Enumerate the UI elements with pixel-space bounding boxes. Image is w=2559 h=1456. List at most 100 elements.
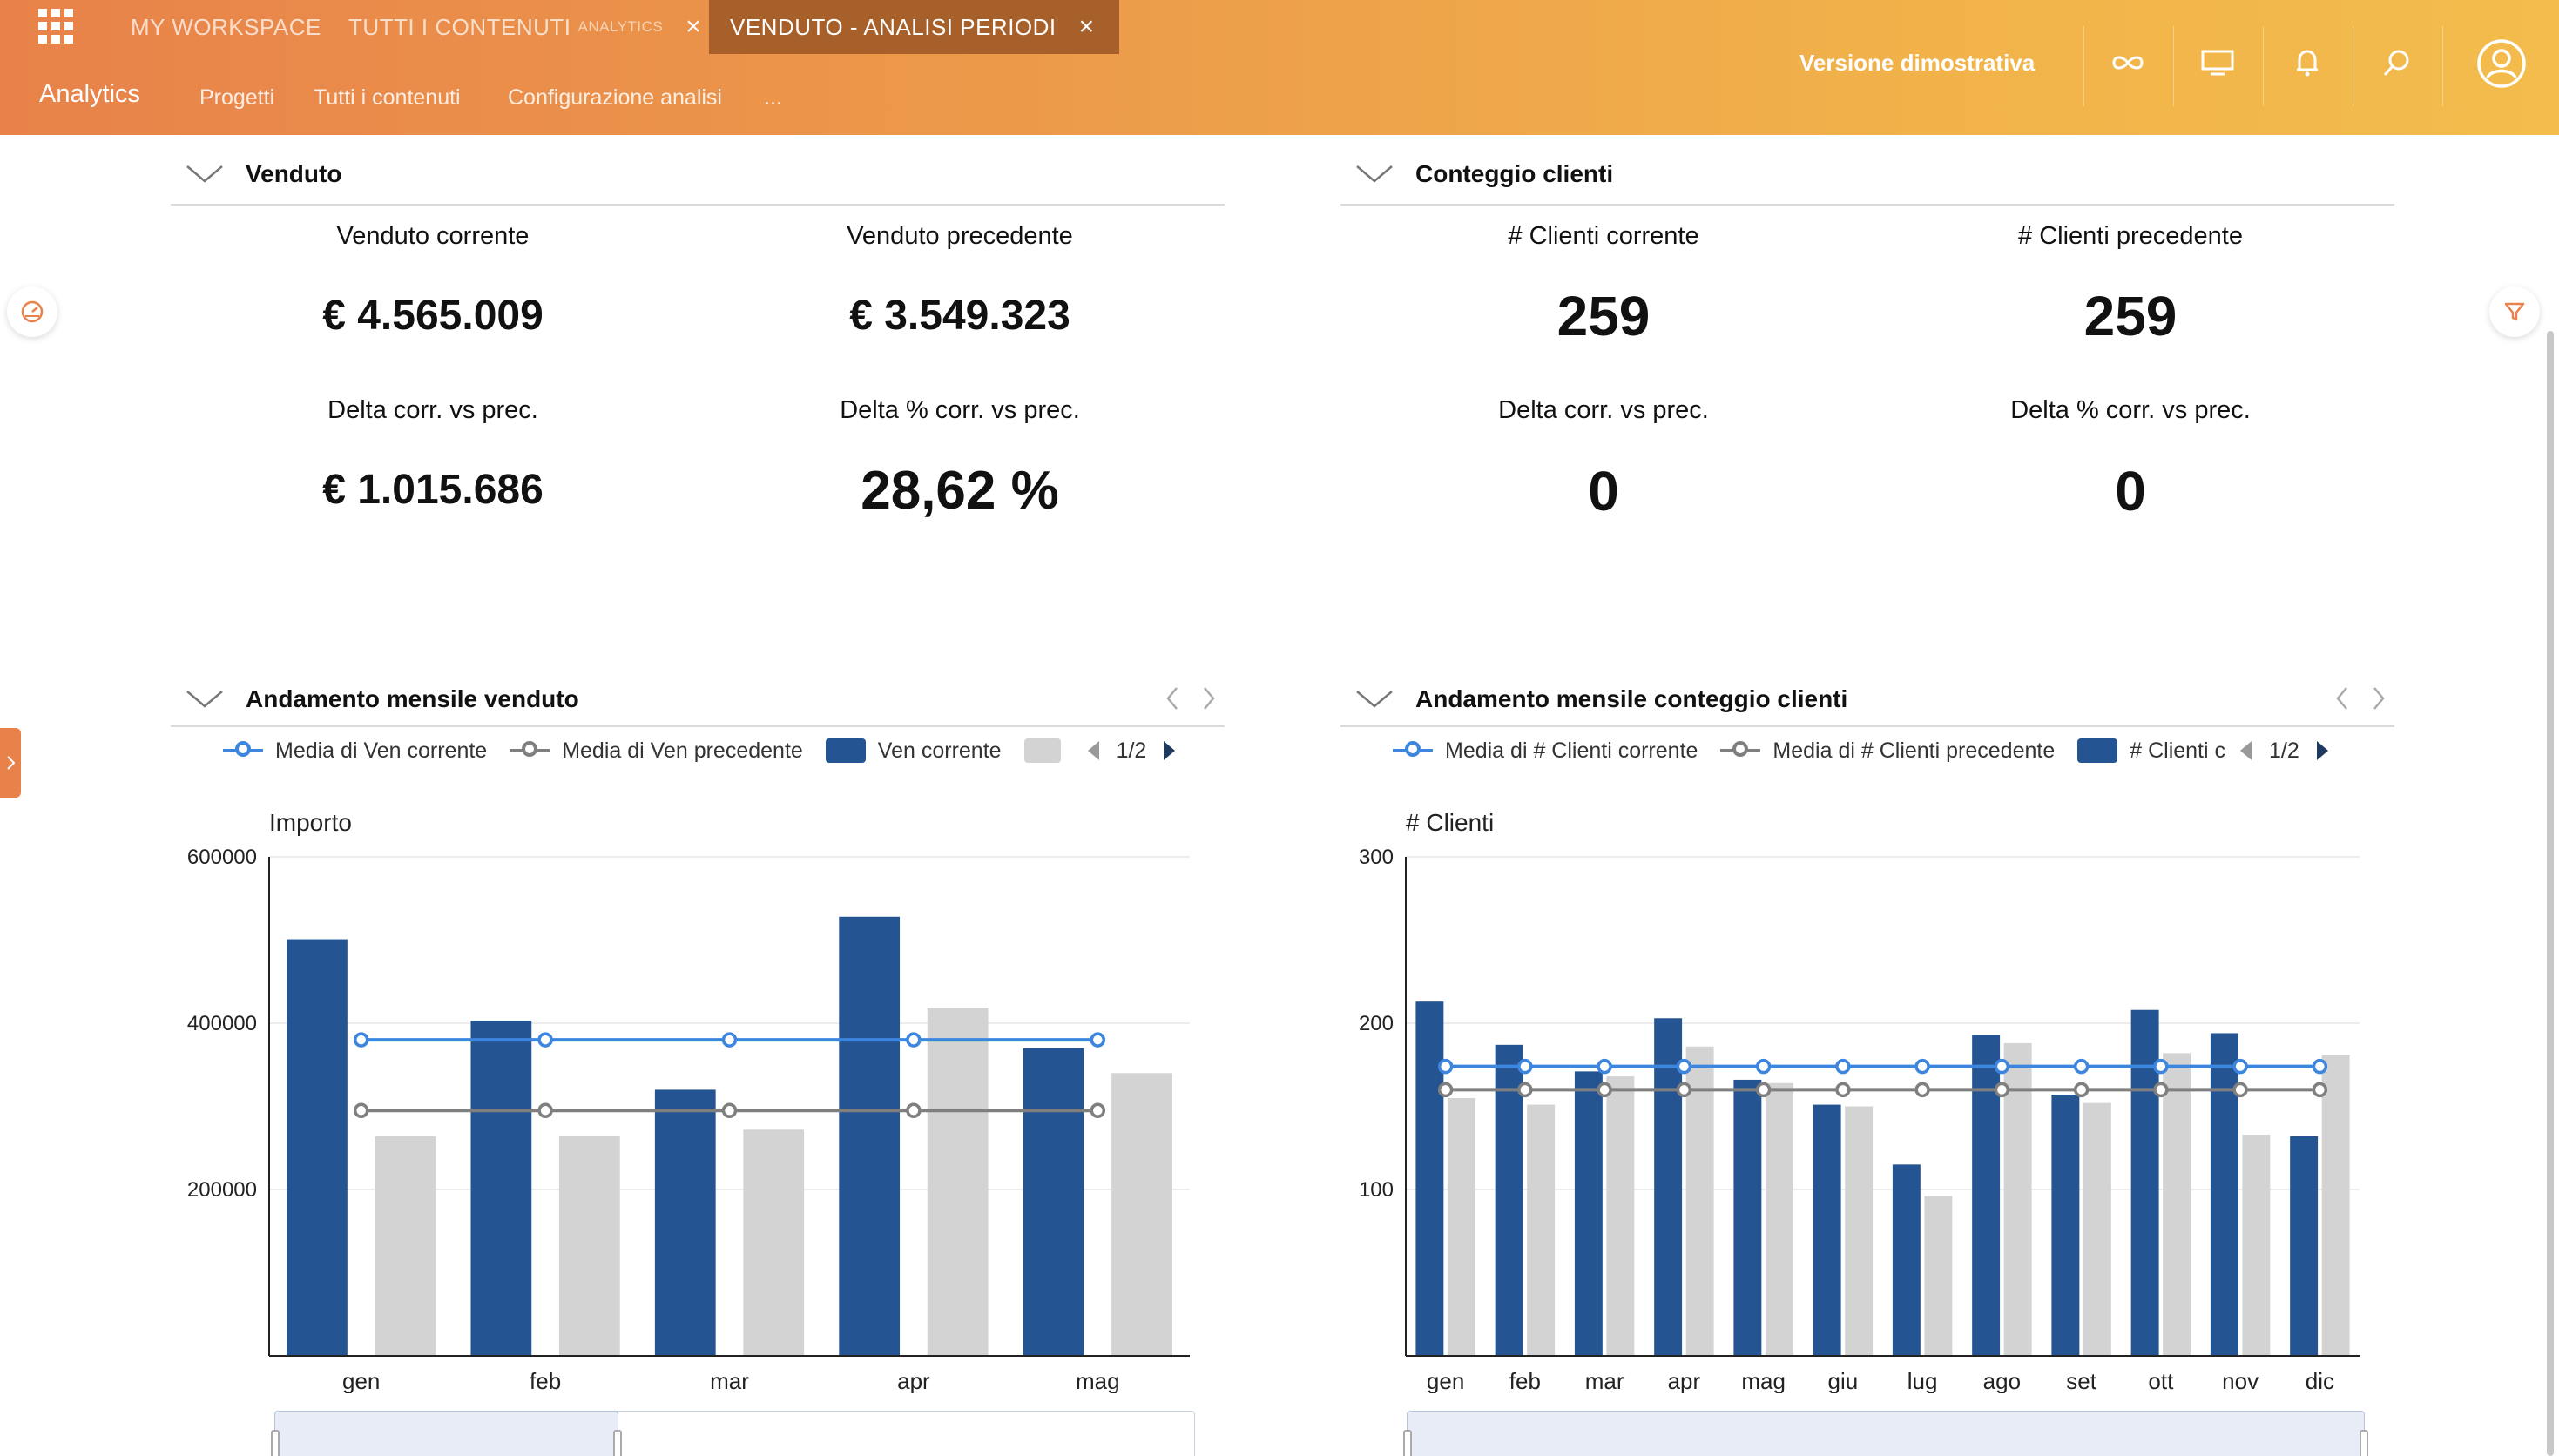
average-point [2312, 1058, 2328, 1075]
legend-item[interactable]: # Clienti c [2077, 738, 2225, 764]
x-tick-label: feb [530, 1368, 561, 1393]
speedometer-button[interactable] [7, 286, 57, 337]
legend-next-icon[interactable] [1160, 738, 1178, 763]
kpi-value: 259 [2083, 285, 2178, 347]
chevron-right-icon [7, 756, 16, 770]
chevron-down-icon[interactable] [1354, 689, 1394, 710]
infinity-icon[interactable] [2109, 44, 2147, 82]
section-title: Venduto [246, 160, 342, 187]
y-tick-label: 100 [1359, 1178, 1394, 1202]
slider-window[interactable] [1407, 1411, 2365, 1456]
legend-item[interactable]: Media di # Clienti precedente [1720, 738, 2055, 764]
tab-sublabel: ANALYTICS [577, 18, 664, 35]
average-point [1914, 1058, 1930, 1075]
tab-my-workspace[interactable]: MY WORKSPACE [131, 0, 321, 54]
bar-previous [927, 1008, 989, 1356]
legend-next-icon[interactable] [2313, 738, 2331, 763]
average-point [2073, 1082, 2090, 1098]
average-point [1835, 1058, 1851, 1075]
subnav-progetti[interactable]: Progetti [199, 85, 275, 110]
legend-pager: 1/2 [1085, 738, 1178, 764]
x-tick-label: apr [897, 1368, 930, 1393]
legend-prev-icon[interactable] [1085, 738, 1103, 763]
bar-previous [2321, 1055, 2350, 1356]
venduto-monthly-chart[interactable]: Importo 200000 400000 600000 gen feb mar apr mag [171, 784, 1225, 1393]
chevron-left-icon[interactable] [1164, 685, 1181, 711]
legend-prev-icon[interactable] [2238, 738, 2255, 763]
legend-item[interactable]: Media di # Clienti corrente [1393, 738, 1698, 764]
average-point [537, 1102, 553, 1119]
legend-item[interactable] [1023, 738, 1073, 763]
chevron-left-icon[interactable] [2333, 685, 2351, 711]
chevron-down-icon[interactable] [1354, 164, 1394, 185]
bar-previous [743, 1129, 805, 1356]
tab-venduto-analisi-periodi[interactable]: VENDUTO - ANALISI PERIODI × [709, 0, 1119, 54]
x-tick-label: ott [2148, 1368, 2174, 1393]
slider-handle-left[interactable] [1403, 1430, 1412, 1456]
subnav-configurazione-analisi[interactable]: Configurazione analisi [508, 85, 722, 110]
legend-item[interactable]: Media di Ven precedente [510, 738, 803, 764]
section-title: Conteggio clienti [1415, 160, 1614, 187]
tab-tutti-i-contenuti[interactable]: TUTTI I CONTENUTI ANALYTICS × [348, 0, 701, 54]
section-andamento-clienti-header[interactable]: Andamento mensile conteggio clienti [1340, 664, 2394, 727]
search-icon[interactable] [2378, 44, 2416, 82]
close-icon[interactable]: × [685, 12, 702, 41]
chart-legend: Media di Ven corrente Media di Ven prece… [223, 733, 1178, 768]
filter-icon [2504, 302, 2525, 321]
average-point [2312, 1082, 2328, 1098]
bar-current [2210, 1033, 2238, 1356]
header-divider [2442, 26, 2443, 106]
average-point [1755, 1082, 1772, 1098]
app-title[interactable]: Analytics [39, 80, 141, 108]
bar-previous [1606, 1076, 1635, 1356]
bar-previous [558, 1135, 620, 1356]
top-header: MY WORKSPACE TUTTI I CONTENUTI ANALYTICS… [0, 0, 2559, 135]
page-scrollbar[interactable] [2547, 331, 2554, 1456]
subnav-more[interactable]: ... [764, 85, 782, 110]
average-point [2232, 1058, 2248, 1075]
monitor-icon[interactable] [2198, 44, 2237, 82]
subnav-tutti-i-contenuti[interactable]: Tutti i contenuti [314, 85, 461, 110]
slider-handle-right[interactable] [613, 1430, 622, 1456]
section-andamento-venduto-header[interactable]: Andamento mensile venduto [171, 664, 1225, 727]
average-point [2153, 1082, 2169, 1098]
bell-icon[interactable] [2288, 44, 2326, 82]
bar-current [839, 916, 901, 1356]
close-icon[interactable]: × [1078, 12, 1095, 41]
chart-range-slider[interactable] [271, 1411, 1195, 1456]
legend-item[interactable]: Media di Ven corrente [223, 738, 487, 764]
bar-previous [1685, 1046, 1714, 1356]
filter-button[interactable] [2489, 286, 2540, 337]
chevron-right-icon[interactable] [2370, 685, 2387, 711]
bar-current [2290, 1136, 2319, 1356]
average-point [1994, 1058, 2010, 1075]
x-tick-label: mar [1585, 1368, 1624, 1393]
kpi-value: € 3.549.323 [849, 293, 1070, 339]
user-icon[interactable] [2476, 38, 2527, 89]
y-tick-label: 200 [1359, 1012, 1394, 1035]
section-clienti-header[interactable]: Conteggio clienti [1340, 139, 2394, 206]
chevron-right-icon[interactable] [1200, 685, 1218, 711]
kpi-label: Venduto corrente [336, 222, 530, 250]
average-point [1437, 1082, 1454, 1098]
average-point [353, 1102, 369, 1119]
y-axis-title: Importo [269, 809, 352, 836]
x-tick-label: apr [1668, 1368, 1701, 1393]
legend-item[interactable]: Ven corrente [825, 738, 1002, 764]
tab-label: TUTTI I CONTENUTI [348, 13, 571, 40]
clienti-monthly-chart[interactable]: # Clienti 100 200 300 gen feb mar apr mag giu lug a… [1340, 784, 2394, 1393]
slider-handle-right[interactable] [2360, 1430, 2368, 1456]
y-tick-label: 400000 [187, 1012, 257, 1035]
left-panel-toggle[interactable] [0, 728, 21, 798]
chevron-down-icon[interactable] [185, 164, 225, 185]
app-launcher-icon[interactable] [38, 9, 73, 44]
kpi-value: 0 [1588, 460, 1619, 522]
average-point [906, 1102, 922, 1119]
average-point [906, 1032, 922, 1048]
bar-current [470, 1021, 532, 1356]
section-venduto-header[interactable]: Venduto [171, 139, 1225, 206]
slider-handle-left[interactable] [271, 1430, 280, 1456]
chart-range-slider[interactable] [1403, 1411, 2368, 1456]
slider-window[interactable] [274, 1411, 618, 1456]
chevron-down-icon[interactable] [185, 689, 225, 710]
